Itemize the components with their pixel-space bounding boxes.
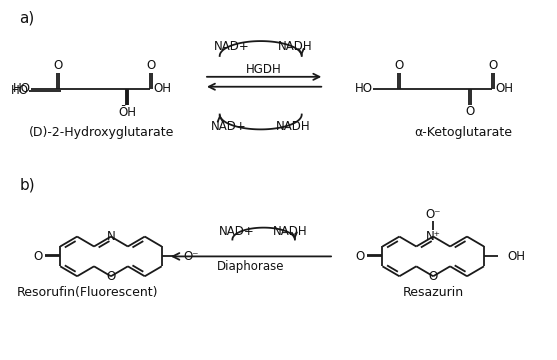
Text: NAD+: NAD+ <box>211 120 246 133</box>
Text: O: O <box>106 270 115 283</box>
Text: HO: HO <box>355 82 373 95</box>
Text: NADH: NADH <box>277 40 312 53</box>
Text: O: O <box>355 250 365 263</box>
Text: HGDH: HGDH <box>246 63 281 76</box>
Text: O: O <box>33 250 42 263</box>
Text: Resazurin: Resazurin <box>403 285 464 299</box>
Text: NADH: NADH <box>276 120 310 133</box>
Text: Diaphorase: Diaphorase <box>217 260 285 273</box>
Text: ŌH: ŌH <box>118 106 136 119</box>
Text: O: O <box>465 105 475 118</box>
Text: α-Ketoglutarate: α-Ketoglutarate <box>414 126 512 139</box>
Text: O: O <box>488 59 498 72</box>
Text: (D)-2-Hydroxyglutarate: (D)-2-Hydroxyglutarate <box>29 126 174 139</box>
Text: NADH: NADH <box>273 225 307 238</box>
Text: OH: OH <box>495 82 513 95</box>
Text: O⁻: O⁻ <box>426 208 441 221</box>
Text: NAD+: NAD+ <box>218 225 254 238</box>
Text: a): a) <box>19 10 35 25</box>
Text: O: O <box>146 59 156 72</box>
Text: b): b) <box>19 177 35 192</box>
Text: HO: HO <box>13 82 31 95</box>
Text: NAD+: NAD+ <box>213 40 250 53</box>
Text: N: N <box>106 230 115 243</box>
Text: OH: OH <box>507 250 525 263</box>
Text: O⁻: O⁻ <box>183 250 199 263</box>
Text: N⁺: N⁺ <box>426 230 441 243</box>
Text: OH: OH <box>153 82 172 95</box>
Text: O: O <box>428 270 438 283</box>
Text: O: O <box>395 59 404 72</box>
Text: O: O <box>53 59 62 72</box>
Text: HO: HO <box>11 84 30 97</box>
Text: Resorufin(Fluorescent): Resorufin(Fluorescent) <box>17 285 159 299</box>
